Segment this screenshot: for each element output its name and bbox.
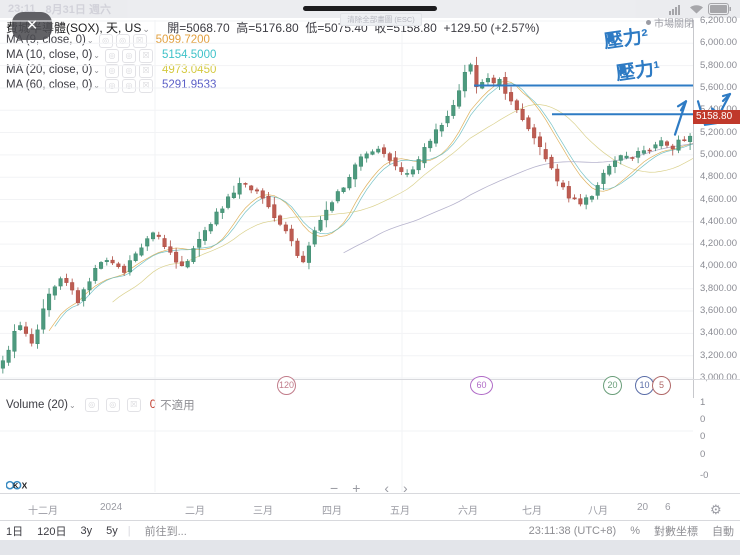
- svg-text:X: X: [22, 480, 28, 489]
- svg-text:K: K: [13, 482, 19, 490]
